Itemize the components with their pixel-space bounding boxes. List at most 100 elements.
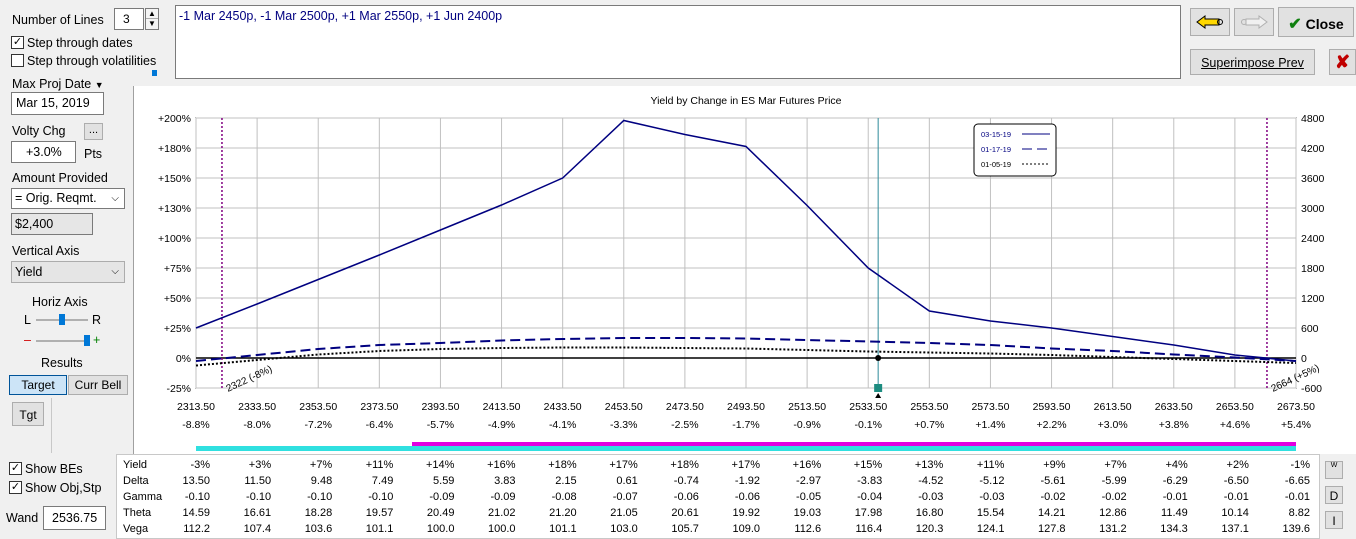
side-button-i[interactable]: I — [1325, 511, 1343, 529]
show-obj-checkbox[interactable]: Show Obj,Stp — [9, 481, 101, 495]
table-cell: +14% — [425, 459, 455, 471]
number-of-lines-spinner[interactable]: ▲ ▼ — [145, 8, 159, 30]
amount-provided-select[interactable]: = Orig. Reqmt. ⌵ — [11, 188, 125, 209]
chart-panel[interactable]: Yield by Change in ES Mar Futures Price 2… — [133, 86, 1356, 454]
show-bes-checkbox[interactable]: Show BEs — [9, 462, 83, 476]
next-arrow-button[interactable] — [1234, 8, 1274, 36]
x-tick-label: 2593.50 — [1033, 401, 1071, 413]
x-pct-label: +2.2% — [1037, 419, 1067, 431]
horiz-l-label: L — [24, 313, 31, 327]
table-cell: +11% — [976, 459, 1005, 471]
zoom-slider[interactable] — [36, 340, 88, 342]
amount-provided-value: = Orig. Reqmt. — [15, 191, 97, 205]
table-cell: 13.50 — [182, 475, 210, 487]
table-cell: -5.61 — [1040, 475, 1066, 487]
table-cell: 134.3 — [1160, 523, 1188, 535]
table-cell: 19.57 — [365, 507, 394, 519]
prev-arrow-button[interactable] — [1190, 8, 1230, 36]
table-cell: -0.09 — [490, 491, 516, 503]
x-tick-label: 2453.50 — [605, 401, 643, 413]
x-tick-label: 2353.50 — [299, 401, 337, 413]
range-bar-cyan — [196, 446, 1296, 451]
y-left-tick-label: 0% — [176, 353, 191, 365]
table-cell: -0.74 — [673, 475, 699, 487]
y-right-tick-label: 4800 — [1301, 113, 1325, 125]
vertical-axis-select[interactable]: Yield ⌵ — [11, 261, 125, 283]
table-cell: +4% — [1165, 459, 1188, 471]
table-cell: 16.80 — [915, 507, 944, 519]
arrow-right-icon — [1241, 15, 1268, 29]
x-tick-label: 2393.50 — [421, 401, 459, 413]
table-cell: -0.02 — [1040, 491, 1066, 503]
table-cell: -0.01 — [1284, 491, 1310, 503]
table-cell: -4.52 — [918, 475, 944, 487]
tgt-button[interactable]: Tgt — [12, 402, 44, 426]
spin-up-icon[interactable]: ▲ — [146, 9, 158, 19]
show-bes-label: Show BEs — [25, 462, 83, 476]
greeks-table: Yield -3% +3% +7% +11% +14% +16% +18% +17% +18% +1… — [116, 454, 1320, 539]
y-right-tick-label: 3000 — [1301, 203, 1325, 215]
y-left-tick-label: +130% — [158, 203, 191, 215]
x-tick-label: 2673.50 — [1277, 401, 1315, 413]
checkbox-icon[interactable] — [9, 481, 22, 494]
max-proj-date-label[interactable]: Max Proj Date ▼ — [12, 77, 104, 91]
chart-title: Yield by Change in ES Mar Futures Price — [650, 95, 841, 107]
volty-unit-label: Pts — [84, 147, 103, 161]
checkbox-icon[interactable] — [11, 54, 24, 67]
table-cell: 103.6 — [304, 523, 333, 535]
max-proj-date-field[interactable]: Mar 15, 2019 — [11, 92, 104, 115]
volty-options-button[interactable]: ... — [84, 123, 103, 140]
position-text-box[interactable]: -1 Mar 2450p, -1 Mar 2500p, +1 Mar 2550p… — [175, 5, 1181, 79]
table-cell: 137.1 — [1221, 523, 1249, 535]
step-dates-checkbox[interactable]: Step through dates — [11, 36, 133, 50]
x-pct-label: +5.4% — [1281, 419, 1311, 431]
amount-value-field[interactable]: $2,400 — [11, 213, 93, 235]
side-button-d[interactable]: D — [1325, 486, 1343, 504]
table-cell: -0.10 — [184, 491, 210, 503]
series-line-01-05-19 — [195, 346, 1297, 367]
table-cell: 11.49 — [1161, 507, 1188, 519]
vol-step-thumb[interactable] — [152, 70, 157, 76]
side-button-w[interactable]: W — [1325, 461, 1343, 479]
arrow-left-icon — [1196, 15, 1223, 29]
vol-step-slider[interactable] — [152, 70, 172, 76]
table-cell: -3.83 — [857, 475, 883, 487]
step-vols-checkbox[interactable]: Step through volatilities — [11, 54, 156, 68]
cancel-button[interactable]: ✘ — [1329, 49, 1356, 75]
horiz-axis-label: Horiz Axis — [32, 295, 88, 309]
table-cell: 21.20 — [549, 507, 577, 519]
target-button[interactable]: Target — [9, 375, 67, 395]
current-price-pointer — [875, 393, 882, 398]
table-cell: -1% — [1290, 459, 1310, 471]
table-cell: -1.92 — [734, 475, 760, 487]
horiz-axis-thumb[interactable] — [59, 314, 65, 325]
checkbox-icon[interactable] — [9, 462, 22, 475]
table-cell: 5.59 — [433, 475, 455, 487]
zoom-thumb[interactable] — [84, 335, 90, 346]
horiz-r-label: R — [92, 313, 102, 327]
y-right-tick-label: 2400 — [1301, 233, 1325, 245]
x-pct-label: -5.7% — [427, 419, 454, 431]
yield-chart[interactable]: Yield by Change in ES Mar Futures Price 2… — [134, 86, 1356, 454]
curr-bell-button[interactable]: Curr Bell — [68, 375, 128, 395]
spin-down-icon[interactable]: ▼ — [148, 19, 156, 28]
x-pct-label: -2.5% — [671, 419, 698, 431]
y-left-tick-label: +50% — [164, 293, 191, 305]
checkbox-icon[interactable] — [11, 36, 24, 49]
wand-input[interactable]: 2536.75 — [43, 506, 106, 530]
number-of-lines-input[interactable]: 3 — [114, 8, 144, 30]
close-button[interactable]: ✔ Close — [1278, 7, 1354, 37]
table-row: Gamma -0.10 -0.10 -0.10 -0.10 -0.09 -0.09 -0.08… — [117, 491, 1319, 507]
table-row: Vega 112.2 107.4 103.6 101.1 100.0 100.0 101.1 1… — [117, 523, 1319, 539]
minus-label: – — [24, 333, 31, 347]
superimpose-prev-button[interactable]: Superimpose Prev — [1190, 49, 1315, 75]
show-obj-label: Show Obj,Stp — [25, 481, 102, 495]
x-tick-label: 2533.50 — [849, 401, 887, 413]
table-cell: 101.1 — [549, 523, 577, 535]
table-cell: +2% — [1226, 459, 1249, 471]
table-row: Yield -3% +3% +7% +11% +14% +16% +18% +17% +18% +1… — [117, 459, 1319, 475]
y-right-tick-label: 4200 — [1301, 143, 1325, 155]
volty-chg-input[interactable]: +3.0% — [11, 141, 76, 163]
table-cell: 100.0 — [426, 523, 455, 535]
table-cell: +9% — [1043, 459, 1066, 471]
